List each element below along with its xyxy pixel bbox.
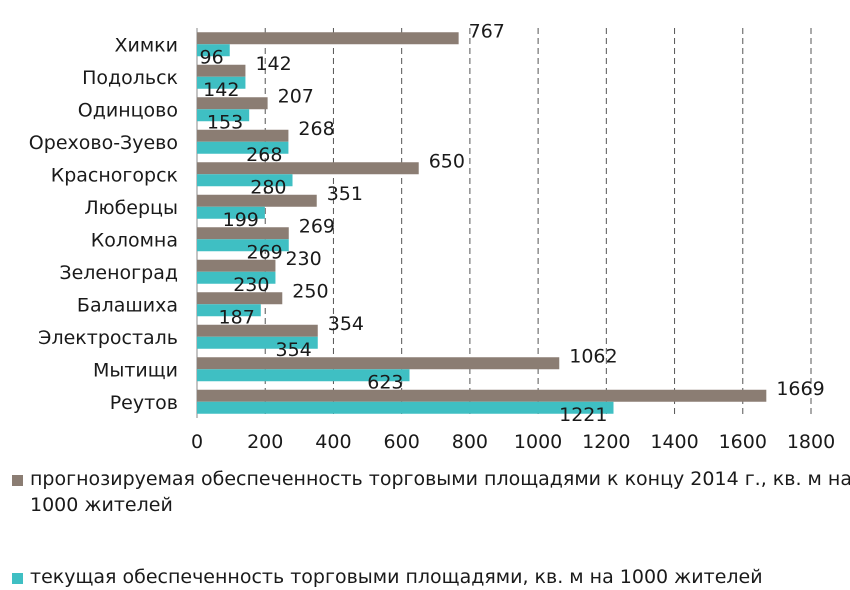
bar-forecast [197, 324, 318, 337]
category-label: Реутов [110, 392, 178, 414]
bar-current [197, 304, 261, 317]
data-label-current: 1221 [559, 404, 607, 426]
category-label: Люберцы [84, 197, 178, 219]
data-label-forecast: 207 [278, 85, 314, 107]
bar-current [197, 206, 265, 219]
category-label: Орехово-Зуево [29, 132, 178, 154]
bar-forecast [197, 64, 246, 77]
x-tick-label: 1200 [582, 431, 630, 453]
bar-forecast [197, 194, 317, 207]
x-tick-label: 1800 [787, 431, 835, 453]
bar-current [197, 369, 410, 382]
legend-swatch-forecast [12, 475, 23, 486]
bar-forecast [197, 389, 767, 402]
data-label-current: 153 [207, 111, 243, 133]
bar-current [197, 76, 246, 89]
data-label-current: 280 [250, 176, 286, 198]
bar-forecast [197, 292, 283, 305]
legend-item-forecast: прогнозируемая обеспеченность торговыми … [12, 466, 850, 518]
x-tick-label: 600 [384, 431, 420, 453]
data-label-forecast: 230 [285, 248, 321, 270]
bar-forecast [197, 259, 276, 272]
category-label: Красногорск [51, 164, 178, 186]
bar-current [197, 336, 318, 349]
bar-forecast [197, 162, 419, 175]
x-tick-label: 200 [247, 431, 283, 453]
data-label-current: 142 [203, 79, 239, 101]
legend-label-current: текущая обеспеченность торговыми площадя… [30, 566, 763, 588]
bar-current [197, 44, 230, 57]
data-label-forecast: 269 [299, 215, 335, 237]
data-label-forecast: 1062 [569, 345, 617, 367]
data-label-forecast: 142 [255, 53, 291, 75]
bar-forecast [197, 357, 560, 370]
bar-current [197, 271, 276, 284]
data-label-current: 269 [246, 241, 282, 263]
category-label: Зеленоград [59, 262, 178, 284]
category-label: Химки [114, 34, 178, 56]
x-tick-label: 800 [452, 431, 488, 453]
x-tick-label: 400 [315, 431, 351, 453]
data-label-forecast: 767 [469, 20, 505, 42]
bar-forecast [197, 227, 289, 240]
category-label: Коломна [91, 229, 178, 251]
x-tick-label: 1400 [650, 431, 698, 453]
bar-forecast [197, 97, 268, 110]
data-label-current: 230 [233, 274, 269, 296]
data-label-current: 354 [275, 339, 311, 361]
category-label: Подольск [82, 67, 178, 89]
bar-current [197, 239, 289, 252]
data-label-forecast: 268 [298, 118, 334, 140]
data-label-forecast: 351 [327, 183, 363, 205]
bar-current [197, 174, 293, 187]
legend-label-forecast: прогнозируемая обеспеченность торговыми … [30, 468, 850, 516]
x-tick-label: 1000 [514, 431, 562, 453]
category-label: Балашиха [77, 294, 178, 316]
data-label-forecast: 354 [328, 313, 364, 335]
category-label: Мытищи [93, 359, 178, 381]
data-label-forecast: 1669 [776, 378, 824, 400]
data-label-forecast: 250 [292, 280, 328, 302]
legend-item-current: текущая обеспеченность торговыми площадя… [12, 564, 850, 590]
data-label-current: 187 [219, 306, 255, 328]
legend-swatch-current [12, 573, 23, 584]
x-tick-label: 0 [191, 431, 203, 453]
category-label: Одинцово [78, 99, 178, 121]
bar-current [197, 141, 289, 154]
bar-current [197, 109, 250, 122]
x-tick-label: 1600 [719, 431, 767, 453]
data-label-current: 199 [223, 209, 259, 231]
bar-forecast [197, 32, 459, 45]
data-label-forecast: 650 [429, 150, 465, 172]
category-label: Электросталь [38, 327, 178, 349]
bar-forecast [197, 129, 289, 142]
bar-current [197, 401, 614, 414]
data-label-current: 96 [200, 46, 224, 68]
data-label-current: 623 [367, 371, 403, 393]
data-label-current: 268 [246, 144, 282, 166]
bar-chart: 0 200 400 600 800 1000 1200 1400 1600 1800 Химки 76… [29, 20, 835, 453]
